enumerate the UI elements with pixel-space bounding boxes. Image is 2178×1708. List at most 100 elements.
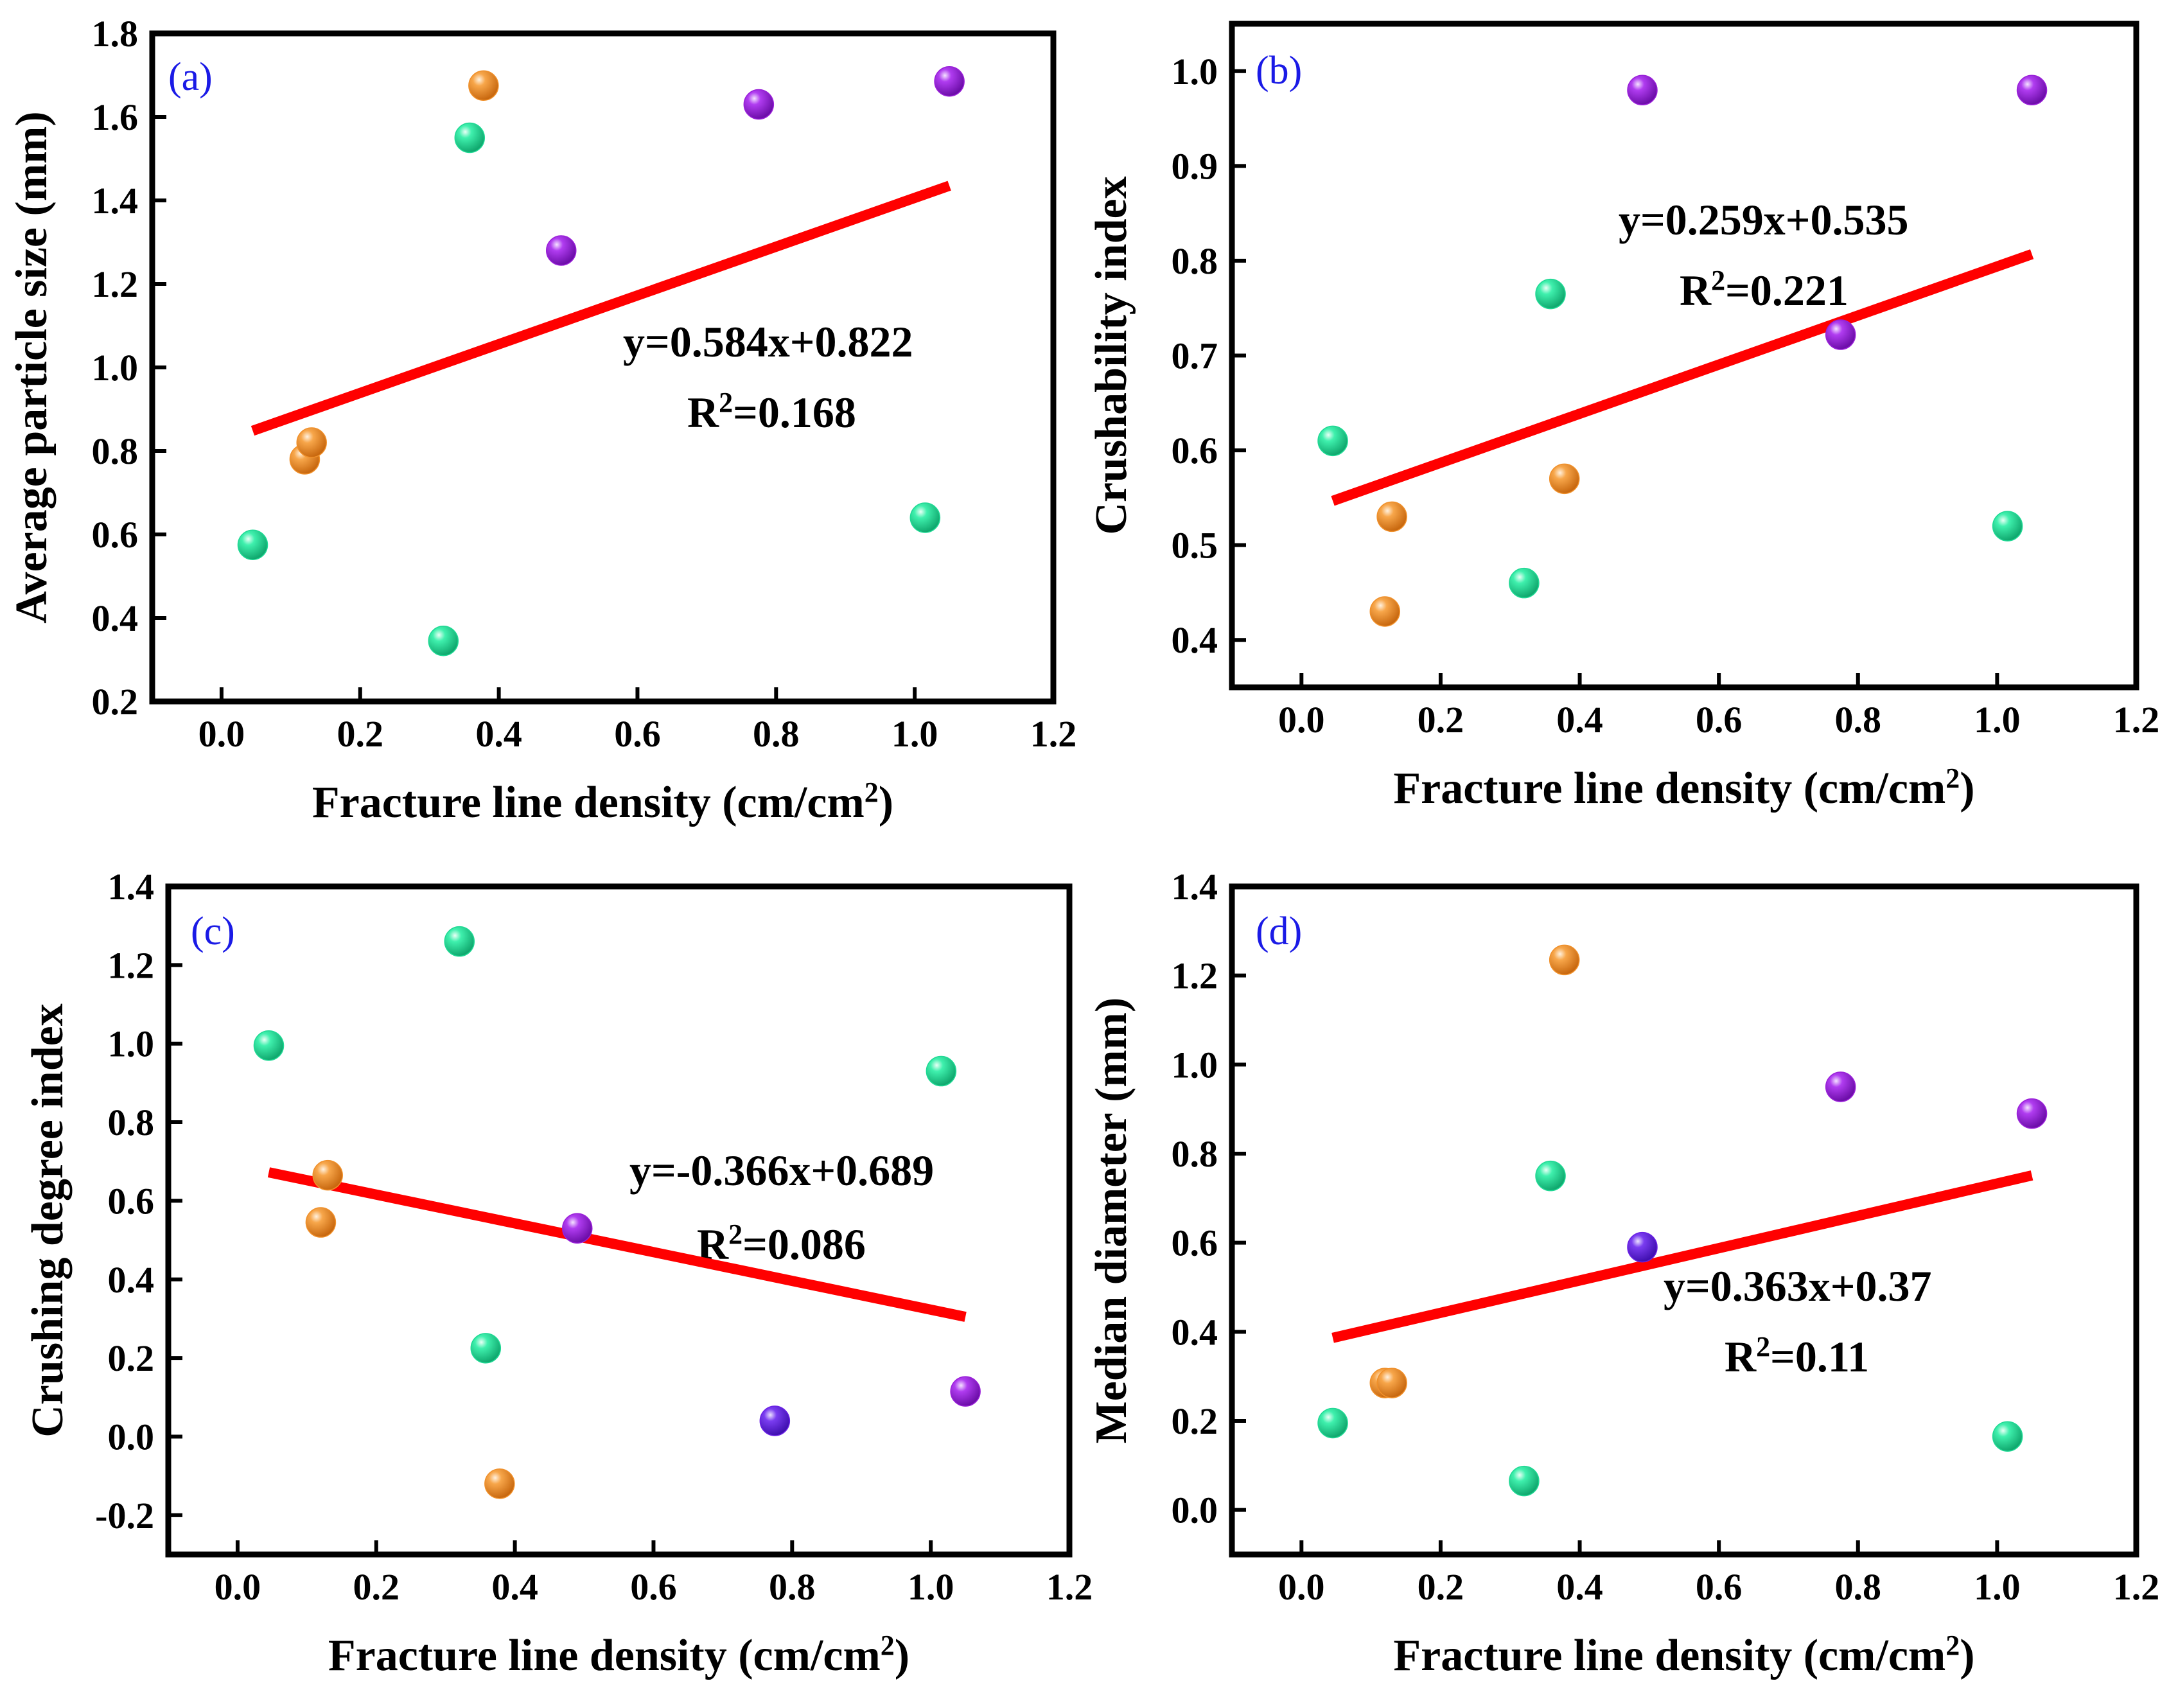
data-point <box>296 427 327 458</box>
data-point <box>305 1207 337 1238</box>
data-point <box>444 926 475 957</box>
y-tick-label: 1.2 <box>1172 955 1218 997</box>
x-tick-label: 0.6 <box>1696 699 1743 741</box>
x-tick-label: 1.0 <box>891 713 938 755</box>
x-tick-label: 0.6 <box>630 1566 677 1608</box>
data-point <box>1992 1421 2023 1452</box>
y-axis-title: Median diameter (mm) <box>1087 998 1136 1444</box>
y-tick-label: 1.2 <box>108 944 155 986</box>
fit-equation: y=0.584x+0.822 <box>623 317 913 366</box>
data-point <box>1376 501 1407 533</box>
x-tick-label: 0.4 <box>475 713 522 755</box>
y-tick-label: 0.0 <box>1172 1490 1218 1531</box>
x-tick-label: 1.0 <box>1974 1566 2021 1608</box>
x-tick-label: 1.2 <box>2113 699 2160 741</box>
x-tick-label: 0.4 <box>491 1566 538 1608</box>
data-point <box>1376 1368 1407 1398</box>
data-point <box>1825 1071 1856 1102</box>
data-point <box>1509 1465 1540 1497</box>
fit-line <box>1331 1170 2033 1343</box>
x-tick-label: 1.2 <box>1046 1566 1093 1608</box>
data-point <box>470 1333 502 1364</box>
x-tick-label: 0.6 <box>614 713 661 755</box>
fit-line <box>1331 249 2034 506</box>
y-tick-label: 0.0 <box>108 1416 155 1457</box>
data-point <box>1317 1407 1348 1439</box>
r-squared: R2=0.168 <box>687 387 856 437</box>
x-tick-label: 0.0 <box>1278 1566 1325 1608</box>
fit-equation: y=-0.366x+0.689 <box>629 1146 934 1195</box>
chart-panel-a: (a) Average particle size (mm) Fracture … <box>7 13 1076 827</box>
y-tick-label: 0.6 <box>92 514 139 556</box>
panel-label: (a) <box>168 55 213 99</box>
data-point <box>934 66 965 97</box>
data-point <box>1549 463 1580 495</box>
r-squared: R2=0.221 <box>1680 265 1849 315</box>
y-tick-label: 0.8 <box>1172 1133 1218 1175</box>
data-point <box>1369 596 1401 627</box>
chart-panel-d: (d) Median diameter (mm) Fracture line d… <box>1087 866 2159 1680</box>
y-tick-label: 1.4 <box>1172 866 1218 908</box>
y-axis-title: Crushing degree index <box>23 1003 73 1437</box>
data-point <box>950 1376 981 1407</box>
panel-label: (b) <box>1256 49 1302 92</box>
data-point <box>2016 75 2048 106</box>
x-tick-label: 1.2 <box>2113 1566 2160 1608</box>
r-squared: R2=0.086 <box>697 1219 866 1269</box>
r-squared: R2=0.11 <box>1725 1331 1869 1382</box>
y-tick-label: 0.6 <box>108 1180 155 1222</box>
chart-panel-c: (c) Crushing degree index Fracture line … <box>23 866 1093 1680</box>
data-point <box>1627 1231 1658 1263</box>
data-point <box>759 1405 791 1436</box>
data-point <box>926 1055 957 1087</box>
y-tick-label: 0.8 <box>92 430 139 472</box>
x-tick-label: 1.0 <box>1974 699 2021 741</box>
x-tick-label: 0.2 <box>1418 1566 1464 1608</box>
y-tick-label: 0.4 <box>92 597 139 639</box>
x-tick-label: 0.4 <box>1556 699 1603 741</box>
data-point <box>1509 567 1540 599</box>
x-tick-label: 0.2 <box>337 713 384 755</box>
y-tick-label: 1.0 <box>1172 1044 1218 1086</box>
data-point <box>428 626 459 656</box>
y-tick-label: 0.5 <box>1172 525 1218 567</box>
y-tick-label: 0.4 <box>1172 619 1218 661</box>
panel-label: (c) <box>191 910 235 953</box>
fit-line <box>267 1167 967 1322</box>
plot-frame <box>165 883 1073 1558</box>
x-tick-label: 0.8 <box>1835 1566 1882 1608</box>
data-point <box>468 70 499 101</box>
data-point <box>312 1159 343 1191</box>
x-tick-label: 0.8 <box>769 1566 816 1608</box>
data-point <box>484 1468 515 1499</box>
y-tick-label: 1.0 <box>92 347 139 389</box>
x-tick-label: 0.0 <box>198 713 245 755</box>
data-point <box>561 1213 593 1244</box>
y-tick-label: 0.8 <box>1172 240 1218 282</box>
x-tick-label: 0.2 <box>1418 699 1464 741</box>
data-point <box>2016 1098 2048 1129</box>
y-tick-label: 0.4 <box>1172 1311 1218 1353</box>
data-point <box>1535 1160 1566 1192</box>
data-point <box>1549 944 1580 976</box>
plot-frame <box>1229 883 2139 1558</box>
x-tick-label: 0.0 <box>1278 699 1325 741</box>
chart-panel-b: (b) Crushability index Fracture line den… <box>1087 21 2160 813</box>
x-tick-label: 0.8 <box>1835 699 1882 741</box>
x-tick-label: 0.4 <box>1556 1566 1603 1608</box>
x-axis-title: Fracture line density (cm/cm2) <box>1393 1630 1974 1681</box>
data-point <box>1992 511 2023 541</box>
x-tick-label: 0.8 <box>753 713 800 755</box>
x-tick-label: 1.0 <box>908 1566 954 1608</box>
y-tick-label: 0.2 <box>92 681 139 723</box>
y-tick-label: 0.6 <box>1172 1222 1218 1264</box>
x-tick-label: 1.2 <box>1030 713 1077 755</box>
data-point <box>253 1030 285 1061</box>
x-axis-title: Fracture line density (cm/cm2) <box>328 1630 909 1681</box>
x-tick-label: 0.6 <box>1696 1566 1743 1608</box>
y-tick-label: 1.8 <box>92 13 139 55</box>
data-point <box>1535 278 1566 310</box>
y-tick-label: 0.2 <box>1172 1400 1218 1442</box>
y-tick-label: 0.8 <box>108 1102 155 1143</box>
